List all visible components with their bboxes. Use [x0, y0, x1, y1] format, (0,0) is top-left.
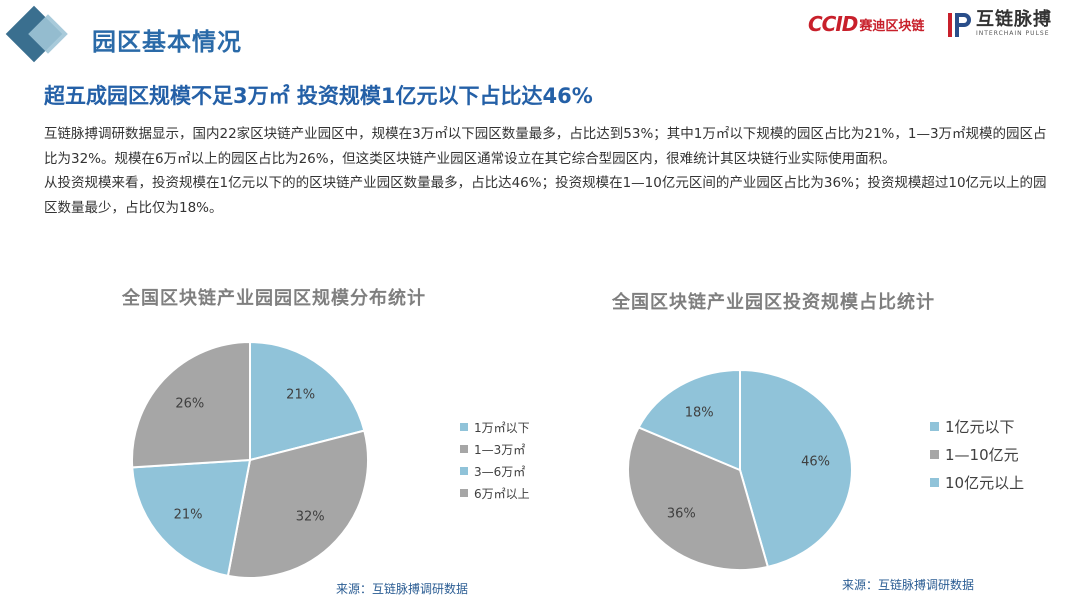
scale-chart-legend: 1万㎡以下 1—3万㎡ 3—6万㎡ 6万㎡以上 — [460, 416, 530, 504]
investment-slice-label-2: 36% — [667, 506, 696, 521]
interchain-logo-text: 互链脉搏 — [976, 9, 1052, 30]
scale-slice-3 — [131, 458, 252, 578]
investment-legend-swatch — [930, 477, 939, 487]
investment-legend-swatch — [930, 421, 939, 431]
scale-legend-item: 1万㎡以下 — [460, 416, 530, 438]
scale-slice-label-1: 21% — [286, 388, 315, 403]
interchain-logo-subtext: INTERCHAIN PULSE — [976, 30, 1050, 37]
investment-legend-item: 1亿元以下 — [930, 412, 1024, 440]
scale-legend-item: 3—6万㎡ — [460, 460, 530, 482]
scale-pie-chart: 21% 32% 21% 26% — [131, 340, 369, 579]
headline: 超五成园区规模不足3万㎡ 投资规模1亿元以下占比达46% — [44, 84, 593, 108]
scale-legend-swatch — [460, 423, 468, 431]
scale-legend-item: 6万㎡以上 — [460, 482, 530, 504]
paragraph-investment: 从投资规模来看，投资规模在1亿元以下的的区块链产业园区数量最多，占比达46%；投… — [44, 175, 1047, 216]
scale-slice-2 — [226, 429, 369, 579]
scale-legend-label: 3—6万㎡ — [474, 464, 526, 479]
scale-slice-label-2: 32% — [296, 510, 325, 525]
header-band: 园区基本情况 CCID 赛迪区块链 互链脉搏 INTERCHAIN PULSE — [0, 0, 1080, 72]
scale-slice-1 — [249, 340, 366, 462]
scale-legend-swatch — [460, 445, 468, 453]
ccid-logo-mark: CCID — [808, 12, 858, 36]
scale-legend-label: 6万㎡以上 — [474, 486, 530, 501]
section-title: 园区基本情况 — [92, 28, 242, 56]
investment-slice-2 — [627, 426, 770, 571]
scale-chart-source: 来源：互链脉搏调研数据 — [336, 582, 469, 596]
investment-pie-chart: 46% 36% 18% — [627, 368, 853, 571]
scale-legend-label: 1万㎡以下 — [474, 420, 530, 435]
scale-legend-swatch — [460, 489, 468, 497]
scale-slice-label-3: 21% — [174, 508, 203, 523]
investment-slice-1 — [739, 368, 853, 569]
investment-legend-label: 10亿元以上 — [945, 473, 1025, 492]
scale-legend-swatch — [460, 467, 468, 475]
investment-legend-swatch — [930, 449, 939, 459]
investment-chart-source: 来源：互链脉搏调研数据 — [842, 578, 975, 592]
investment-legend-label: 1亿元以下 — [945, 417, 1015, 436]
investment-legend-label: 1—10亿元 — [945, 445, 1019, 464]
ccid-logo-text: 赛迪区块链 — [859, 18, 925, 34]
investment-slice-label-3: 18% — [685, 406, 714, 421]
investment-chart-legend: 1亿元以下 1—10亿元 10亿元以上 — [930, 412, 1024, 496]
paragraph-scale: 互链脉搏调研数据显示，国内22家区块链产业园区中，规模在3万㎡以下园区数量最多，… — [44, 126, 1047, 167]
scale-legend-label: 1—3万㎡ — [474, 442, 526, 457]
body-text: 互链脉搏调研数据显示，国内22家区块链产业园区中，规模在3万㎡以下园区数量最多，… — [44, 122, 1054, 220]
scale-slice-4 — [131, 340, 251, 469]
investment-chart-title: 全国区块链产业园区投资规模占比统计 — [612, 292, 935, 313]
investment-legend-item: 10亿元以上 — [930, 468, 1024, 496]
ccid-logo: CCID 赛迪区块链 — [808, 12, 924, 36]
investment-slice-label-1: 46% — [801, 454, 830, 469]
investment-legend-item: 1—10亿元 — [930, 440, 1024, 468]
investment-slice-3 — [637, 368, 741, 472]
interchain-pulse-logo-icon — [948, 13, 971, 37]
interchain-pulse-logo: 互链脉搏 INTERCHAIN PULSE — [946, 10, 1052, 40]
scale-legend-item: 1—3万㎡ — [460, 438, 530, 460]
scale-chart-title: 全国区块链产业园园区规模分布统计 — [122, 288, 426, 309]
scale-slice-label-4: 26% — [175, 396, 204, 411]
